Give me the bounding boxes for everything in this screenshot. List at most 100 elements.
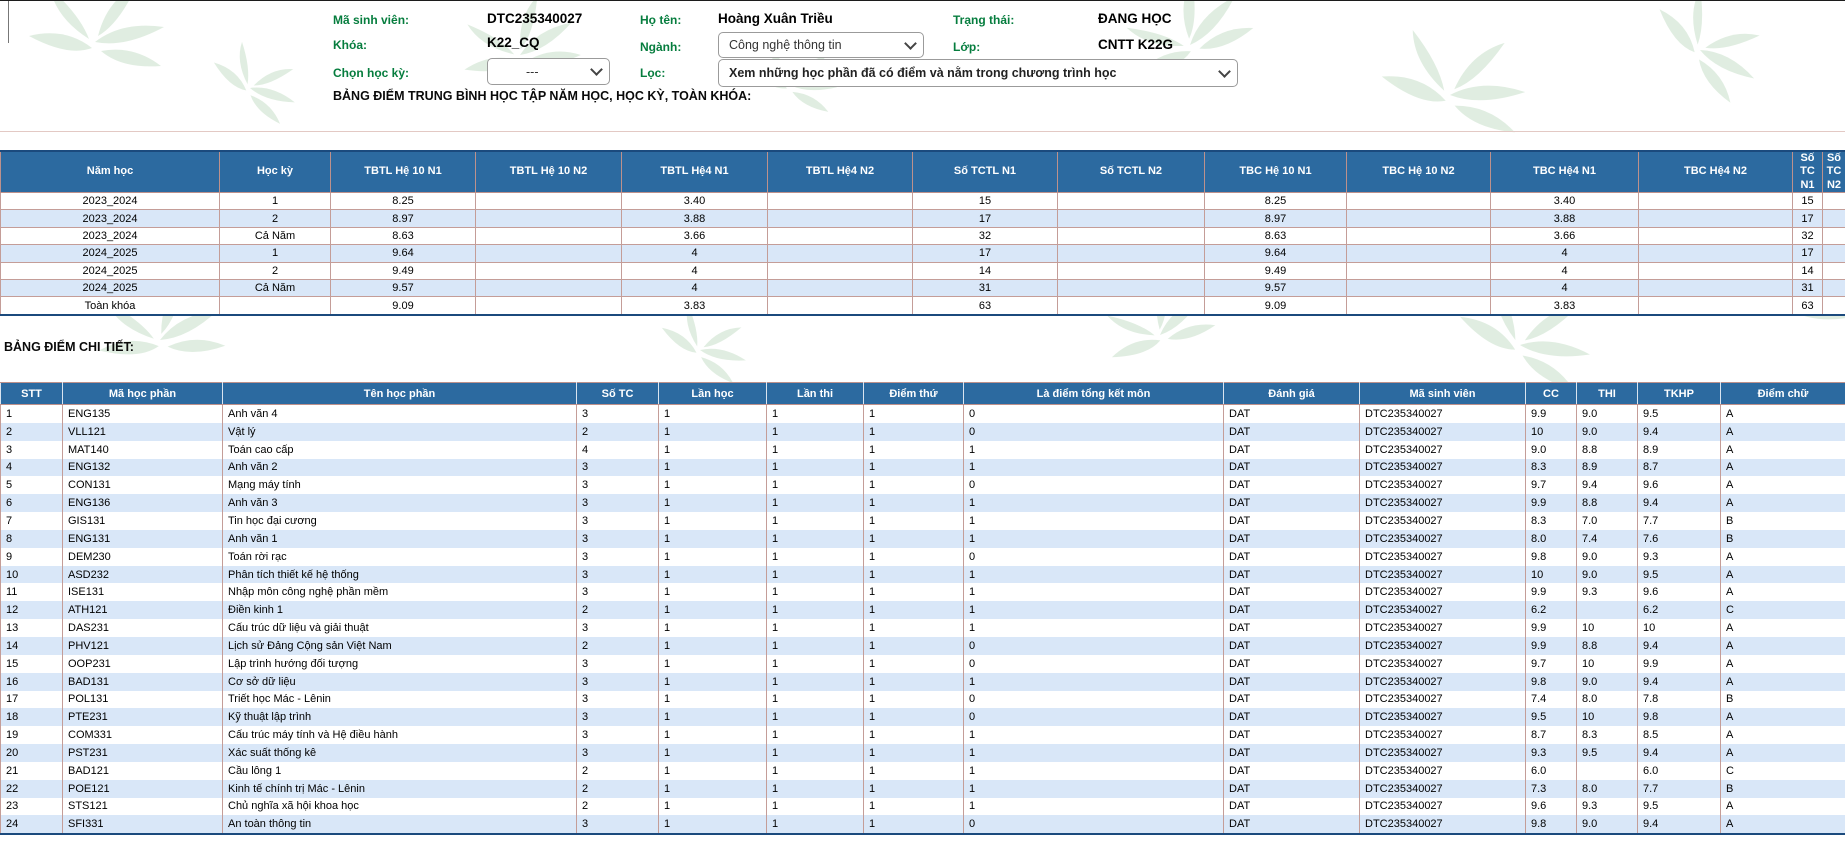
cell: 2 [577, 798, 659, 816]
cell: A [1721, 655, 1845, 673]
cell: 1 [659, 601, 767, 619]
cell: 13 [1, 619, 63, 637]
cohort-value: K22_CQ [487, 35, 540, 50]
header-cell: Số TC N1 [1793, 151, 1823, 193]
cell: ISE131 [63, 583, 223, 601]
table-row: 7GIS131Tin học đại cương31111DATDTC23534… [1, 512, 1845, 530]
cell: 7 [1, 512, 63, 530]
cell: 1 [864, 708, 964, 726]
cell: 32 [913, 227, 1058, 244]
cell: 8.0 [1577, 780, 1638, 798]
cell: 9.4 [1638, 494, 1721, 512]
cell: 1 [659, 744, 767, 762]
cell: 24 [1, 815, 63, 834]
cell: 9.8 [1526, 673, 1577, 691]
cell: DAT [1224, 530, 1360, 548]
cell: 7.7 [1638, 780, 1721, 798]
cell: 1 [767, 583, 864, 601]
cell [1577, 601, 1638, 619]
cell: 9.0 [1577, 673, 1638, 691]
cell: 8.9 [1638, 441, 1721, 459]
table-row: 13DAS231Cấu trúc dữ liệu và giải thuật31… [1, 619, 1845, 637]
cell: 10 [1526, 423, 1577, 441]
cell [1058, 227, 1205, 244]
header-cell: TBTL Hệ4 N1 [622, 151, 768, 193]
cell: 1 [864, 441, 964, 459]
cell: Lập trình hướng đối tượng [223, 655, 577, 673]
cell: 3 [577, 566, 659, 584]
cell: 1 [659, 798, 767, 816]
cell: 0 [964, 423, 1224, 441]
cell: 1 [864, 476, 964, 494]
cell: 9.4 [1638, 673, 1721, 691]
cell: 1 [767, 619, 864, 637]
cell: DTC235340027 [1360, 583, 1526, 601]
cell: 1 [964, 530, 1224, 548]
cell: 10 [1577, 708, 1638, 726]
table-row: 8ENG131Anh văn 131111DATDTC2353400278.07… [1, 530, 1845, 548]
table-row: 9DEM230Toán rời rạc31110DATDTC2353400279… [1, 548, 1845, 566]
major-select[interactable]: Công nghệ thông tin [718, 32, 924, 58]
cell: 9.8 [1638, 708, 1721, 726]
cell: 3 [577, 476, 659, 494]
filter-select[interactable]: Xem những học phần đã có điểm và nằm tro… [718, 59, 1238, 87]
cell: Cả Năm [220, 227, 331, 244]
cell: 3 [577, 494, 659, 512]
cell: 1 [659, 619, 767, 637]
cell: 3 [577, 405, 659, 423]
cell: A [1721, 459, 1845, 477]
cell: 9.9 [1526, 583, 1577, 601]
cell: 32 [1793, 227, 1823, 244]
cell: 9.5 [1577, 744, 1638, 762]
class-label: Lớp: [953, 40, 980, 54]
header-cell: TBC Hệ4 N1 [1491, 151, 1639, 193]
cell: 9.09 [331, 297, 476, 315]
cell: 1 [767, 459, 864, 477]
cell: 3 [577, 530, 659, 548]
cell: DAT [1224, 601, 1360, 619]
cell: 2023_2024 [1, 227, 220, 244]
left-edge-tick [8, 1, 9, 43]
cell: A [1721, 476, 1845, 494]
cell: 0 [964, 637, 1224, 655]
cell: 6.0 [1526, 762, 1577, 780]
cell: POE121 [63, 780, 223, 798]
cell: DAT [1224, 583, 1360, 601]
semester-select[interactable]: --- [487, 58, 610, 85]
cell: 9.9 [1638, 655, 1721, 673]
cell [220, 297, 331, 315]
cell: 1 [767, 566, 864, 584]
header-cell: Đánh giá [1224, 383, 1360, 405]
cell [1347, 227, 1491, 244]
header-cell: Tên học phần [223, 383, 577, 405]
cell: 9.9 [1526, 494, 1577, 512]
cell: 1 [767, 637, 864, 655]
cell: 1 [864, 780, 964, 798]
cell: 3 [577, 548, 659, 566]
cell [1347, 279, 1491, 296]
cell: DAT [1224, 798, 1360, 816]
cell [476, 227, 622, 244]
cell: Anh văn 3 [223, 494, 577, 512]
header-cell: TBTL Hệ 10 N1 [331, 151, 476, 193]
cell: 6 [1, 494, 63, 512]
cell: 19 [1, 726, 63, 744]
cell: 1 [659, 691, 767, 709]
cell: DTC235340027 [1360, 494, 1526, 512]
cell [1823, 210, 1845, 227]
cell [768, 193, 913, 210]
table-row: 24SFI331An toàn thông tin31110DATDTC2353… [1, 815, 1845, 834]
cell: 2024_2025 [1, 262, 220, 279]
cell: DTC235340027 [1360, 512, 1526, 530]
cell: DTC235340027 [1360, 530, 1526, 548]
cell: COM331 [63, 726, 223, 744]
cell: 1 [767, 601, 864, 619]
cell [476, 210, 622, 227]
cell: DAT [1224, 691, 1360, 709]
header-cell: TBTL Hệ4 N2 [768, 151, 913, 193]
cell: 7.3 [1526, 780, 1577, 798]
cell: 1 [659, 762, 767, 780]
header-cell: Số TCTL N1 [913, 151, 1058, 193]
cell: DAT [1224, 619, 1360, 637]
header-cell: Là điểm tổng kết môn [964, 383, 1224, 405]
